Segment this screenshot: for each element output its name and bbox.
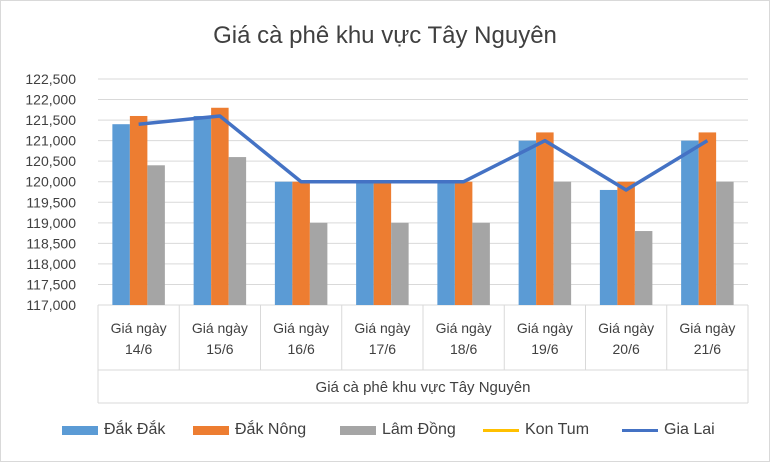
bar-đắk-nông (129, 115, 148, 306)
x-tick-label: 20/6 (613, 341, 640, 357)
bar-đắk-đắk (356, 181, 374, 305)
bar-lâm-đồng (309, 222, 328, 305)
bar-đắk-nông (617, 181, 635, 305)
x-tick-label: 21/6 (694, 341, 721, 357)
bar-lâm-đồng (716, 181, 734, 305)
legend-swatch (193, 425, 229, 435)
bar-đắk-nông (698, 132, 717, 305)
line-series (138, 114, 709, 192)
legend-label: Gia Lai (664, 421, 715, 438)
x-tick-label: Giá ngày (679, 320, 735, 336)
x-tick-label: Giá ngày (354, 320, 410, 336)
legend-label: Đắk Nông (235, 421, 307, 438)
x-tick-label: 16/6 (288, 341, 315, 357)
y-tick-label: 120,000 (25, 174, 76, 190)
bar-lâm-đồng (472, 222, 490, 305)
y-tick-label: 119,500 (26, 194, 76, 210)
bar-đắk-đắk (437, 181, 455, 305)
x-tick-label: 17/6 (369, 341, 396, 357)
x-tick-label: 15/6 (206, 341, 233, 357)
bar-lâm-đồng (147, 165, 165, 305)
bar-đắk-đắk (193, 115, 212, 306)
bar-đắk-nông (454, 181, 473, 305)
legend-swatch (62, 425, 98, 435)
legend: Đắk Đắk Đắk Nông Lâm Đồng Kon Tum Gia Lai (0, 418, 770, 442)
legend-swatch (340, 425, 376, 435)
y-tick-label: 118,000 (26, 256, 76, 272)
x-tick-label: 14/6 (125, 341, 152, 357)
bar-đắk-đắk (274, 181, 293, 305)
y-tick-label: 117,500 (26, 276, 76, 292)
bar-lâm-đồng (634, 231, 653, 305)
x-tick-label: Giá ngày (436, 320, 492, 336)
bar-đắk-đắk (681, 140, 699, 305)
bar-lâm-đồng (391, 222, 409, 305)
bar-lâm-đồng (228, 157, 247, 305)
legend-label: Lâm Đồng (382, 421, 456, 438)
x-tick-label: Giá ngày (598, 320, 654, 336)
legend-item: Đắk Đắk (62, 418, 165, 442)
bar-đắk-đắk (518, 140, 537, 305)
y-tick-label: 122,500 (25, 71, 76, 87)
y-tick-label: 121,500 (25, 112, 76, 128)
legend-item: Lâm Đồng (340, 418, 456, 442)
y-tick-label: 119,000 (26, 215, 76, 231)
x-tick-label: 19/6 (531, 341, 558, 357)
bar-đắk-nông (292, 181, 310, 305)
bar-đắk-nông (211, 107, 229, 305)
x-tick-label: Giá ngày (517, 320, 573, 336)
y-tick-label: 122,000 (25, 92, 76, 108)
legend-label: Kon Tum (525, 421, 590, 438)
x-tick-label: 18/6 (450, 341, 477, 357)
bar-đắk-đắk (599, 189, 618, 305)
legend-item: Gia Lai (622, 418, 715, 442)
y-tick-label: 118,500 (26, 235, 76, 251)
bar-đắk-nông (373, 181, 392, 305)
x-axis-title: Giá cà phê khu vực Tây Nguyên (316, 379, 531, 396)
legend-label: Đắk Đắk (104, 421, 166, 438)
y-tick-label: 117,000 (26, 297, 76, 313)
y-tick-label: 120,500 (25, 153, 76, 169)
x-tick-label: Giá ngày (273, 320, 329, 336)
y-tick-label: 121,000 (25, 133, 76, 149)
legend-item: Kon Tum (483, 418, 589, 442)
bar-lâm-đồng (553, 181, 572, 305)
legend-swatch (483, 428, 519, 432)
bar-đắk-nông (536, 132, 554, 305)
legend-swatch (622, 428, 658, 432)
chart-title: Giá cà phê khu vực Tây Nguyên (213, 22, 557, 49)
legend-item: Đắk Nông (193, 418, 306, 442)
x-tick-label: Giá ngày (192, 320, 248, 336)
x-tick-label: Giá ngày (111, 320, 167, 336)
bar-đắk-đắk (112, 124, 130, 305)
